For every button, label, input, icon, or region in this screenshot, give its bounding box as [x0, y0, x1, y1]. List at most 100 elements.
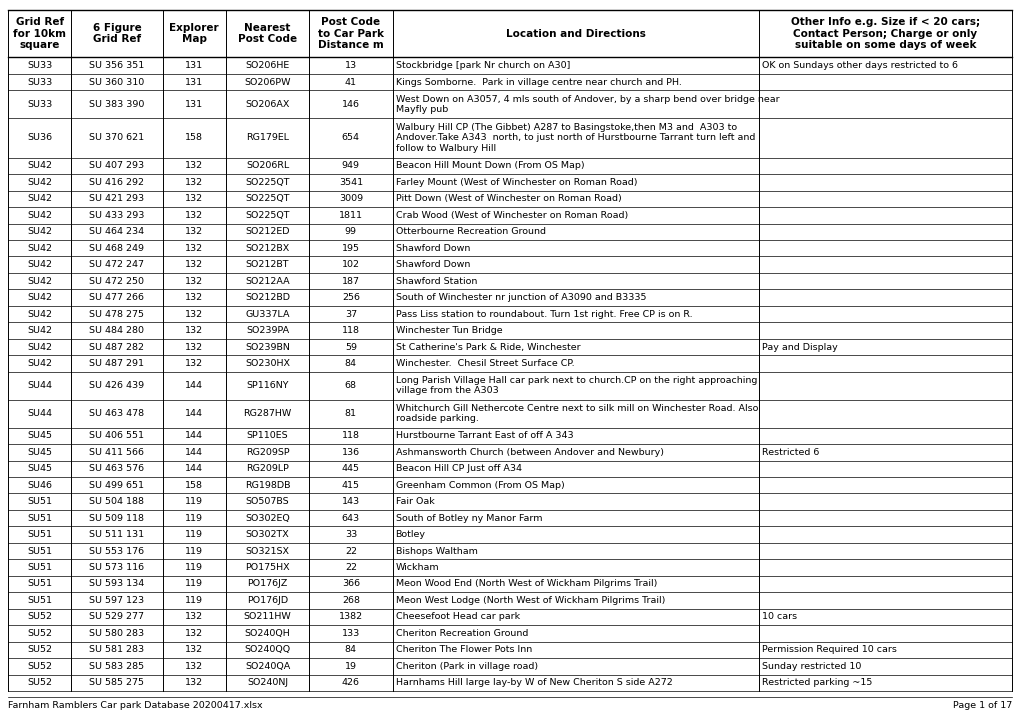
Text: SU45: SU45 [28, 448, 52, 457]
Text: Winchester.  Chesil Street Surface CP.: Winchester. Chesil Street Surface CP. [395, 359, 574, 368]
Text: SU42: SU42 [28, 326, 52, 335]
Text: SU42: SU42 [28, 227, 52, 236]
Text: SU51: SU51 [28, 497, 52, 506]
Text: 132: 132 [185, 277, 203, 286]
Text: 415: 415 [341, 481, 360, 490]
Text: SU51: SU51 [28, 513, 52, 523]
Text: SU 383 390: SU 383 390 [89, 99, 145, 109]
Text: SU 585 275: SU 585 275 [90, 678, 145, 687]
Text: West Down on A3057, 4 mls south of Andover, by a sharp bend over bridge near
May: West Down on A3057, 4 mls south of Andov… [395, 94, 779, 114]
Text: SU 504 188: SU 504 188 [90, 497, 145, 506]
Text: SO225QT: SO225QT [245, 178, 289, 187]
Text: Post Code
to Car Park
Distance m: Post Code to Car Park Distance m [318, 17, 383, 50]
Text: Shawford Station: Shawford Station [395, 277, 477, 286]
Text: SO206RL: SO206RL [246, 162, 288, 170]
Text: Pitt Down (West of Winchester on Roman Road): Pitt Down (West of Winchester on Roman R… [395, 195, 621, 203]
Text: 131: 131 [185, 61, 203, 70]
Text: SU52: SU52 [28, 645, 52, 655]
Text: 119: 119 [185, 513, 203, 523]
Text: 131: 131 [185, 99, 203, 109]
Text: Kings Somborne.  Park in village centre near church and PH.: Kings Somborne. Park in village centre n… [395, 78, 681, 87]
Text: SU 472 247: SU 472 247 [90, 260, 145, 269]
Text: 33: 33 [344, 530, 357, 539]
Text: 144: 144 [185, 409, 203, 418]
Text: Walbury Hill CP (The Gibbet) A287 to Basingstoke,then M3 and  A303 to
Andover.Ta: Walbury Hill CP (The Gibbet) A287 to Bas… [395, 123, 754, 153]
Text: 132: 132 [185, 612, 203, 622]
Text: SU 421 293: SU 421 293 [90, 195, 145, 203]
Text: SU42: SU42 [28, 260, 52, 269]
Text: 144: 144 [185, 381, 203, 390]
Text: Cheriton Recreation Ground: Cheriton Recreation Ground [395, 629, 528, 638]
Text: SU42: SU42 [28, 293, 52, 302]
Text: SU51: SU51 [28, 596, 52, 605]
Text: SO302TX: SO302TX [246, 530, 289, 539]
Text: Crab Wood (West of Winchester on Roman Road): Crab Wood (West of Winchester on Roman R… [395, 211, 627, 220]
Text: 143: 143 [341, 497, 360, 506]
Text: 131: 131 [185, 78, 203, 87]
Text: Sunday restricted 10: Sunday restricted 10 [761, 662, 860, 671]
Text: 68: 68 [344, 381, 357, 390]
Text: 132: 132 [185, 645, 203, 655]
Text: 59: 59 [344, 342, 357, 352]
Text: Other Info e.g. Size if < 20 cars;
Contact Person; Charge or only
suitable on so: Other Info e.g. Size if < 20 cars; Conta… [790, 17, 979, 50]
Text: SU51: SU51 [28, 547, 52, 556]
Text: 119: 119 [185, 530, 203, 539]
Text: Whitchurch Gill Nethercote Centre next to silk mill on Winchester Road. Also
roa: Whitchurch Gill Nethercote Centre next t… [395, 404, 757, 423]
Text: 22: 22 [344, 547, 357, 556]
Text: Restricted 6: Restricted 6 [761, 448, 818, 457]
Text: SU 411 566: SU 411 566 [90, 448, 145, 457]
Text: SU 573 116: SU 573 116 [90, 563, 145, 572]
Text: 158: 158 [185, 481, 203, 490]
Text: South of Winchester nr junction of A3090 and B3335: South of Winchester nr junction of A3090… [395, 293, 645, 302]
Text: SU 484 280: SU 484 280 [90, 326, 145, 335]
Text: Harnhams Hill large lay-by W of New Cheriton S side A272: Harnhams Hill large lay-by W of New Cher… [395, 678, 672, 687]
Text: SU52: SU52 [28, 629, 52, 638]
Text: 132: 132 [185, 162, 203, 170]
Text: 643: 643 [341, 513, 360, 523]
Text: Greenham Common (From OS Map): Greenham Common (From OS Map) [395, 481, 564, 490]
Text: RG287HW: RG287HW [244, 409, 291, 418]
Text: SU 416 292: SU 416 292 [90, 178, 145, 187]
Text: SU51: SU51 [28, 530, 52, 539]
Text: Otterbourne Recreation Ground: Otterbourne Recreation Ground [395, 227, 545, 236]
Text: SU 499 651: SU 499 651 [90, 481, 145, 490]
Text: Beacon Hill CP Just off A34: Beacon Hill CP Just off A34 [395, 464, 521, 473]
Text: SU42: SU42 [28, 342, 52, 352]
Text: 366: 366 [341, 580, 360, 588]
Text: 41: 41 [344, 78, 357, 87]
Text: Pass Liss station to roundabout. Turn 1st right. Free CP is on R.: Pass Liss station to roundabout. Turn 1s… [395, 309, 692, 319]
Text: SU42: SU42 [28, 178, 52, 187]
Text: 132: 132 [185, 293, 203, 302]
Text: Botley: Botley [395, 530, 425, 539]
Text: 144: 144 [185, 431, 203, 441]
Text: SU42: SU42 [28, 162, 52, 170]
Text: 132: 132 [185, 359, 203, 368]
Text: RG209SP: RG209SP [246, 448, 289, 457]
Text: SU33: SU33 [26, 99, 52, 109]
Text: SU 360 310: SU 360 310 [90, 78, 145, 87]
Text: Fair Oak: Fair Oak [395, 497, 434, 506]
Text: SU 407 293: SU 407 293 [90, 162, 145, 170]
Text: Long Parish Village Hall car park next to church.CP on the right approaching
vil: Long Parish Village Hall car park next t… [395, 376, 756, 395]
Text: Cheriton The Flower Pots Inn: Cheriton The Flower Pots Inn [395, 645, 531, 655]
Text: 132: 132 [185, 309, 203, 319]
Text: Grid Ref
for 10km
square: Grid Ref for 10km square [13, 17, 66, 50]
Text: SU33: SU33 [26, 61, 52, 70]
Text: 133: 133 [341, 629, 360, 638]
Text: SU 463 478: SU 463 478 [90, 409, 145, 418]
Text: SU52: SU52 [28, 678, 52, 687]
Text: 654: 654 [341, 133, 360, 143]
Text: SU 472 250: SU 472 250 [90, 277, 145, 286]
Text: SU36: SU36 [28, 133, 52, 143]
Text: 3541: 3541 [338, 178, 363, 187]
Text: SO239PA: SO239PA [246, 326, 288, 335]
Text: SO321SX: SO321SX [246, 547, 289, 556]
Text: SU 511 131: SU 511 131 [90, 530, 145, 539]
Text: SU 478 275: SU 478 275 [90, 309, 145, 319]
Text: SO212ED: SO212ED [245, 227, 289, 236]
Text: Cheesefoot Head car park: Cheesefoot Head car park [395, 612, 519, 622]
Text: SU44: SU44 [28, 381, 52, 390]
Text: SO239BN: SO239BN [245, 342, 289, 352]
Text: SO212BD: SO212BD [245, 293, 289, 302]
Text: SU 529 277: SU 529 277 [90, 612, 145, 622]
